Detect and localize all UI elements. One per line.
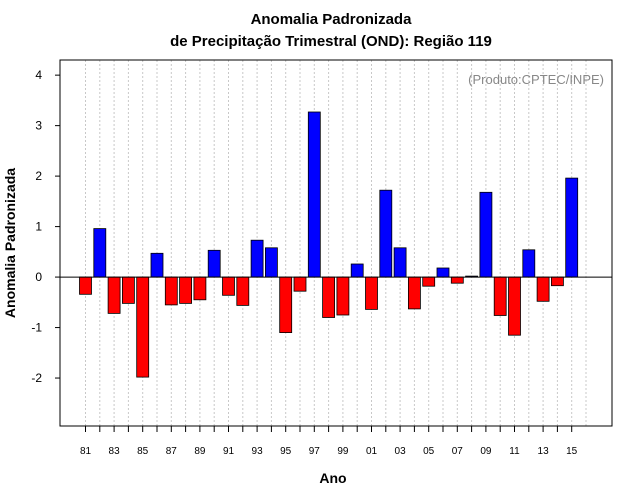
bar-1990 xyxy=(207,249,221,278)
x-tick-label: 85 xyxy=(137,446,149,457)
x-axis: 81 83 85 87 89 91 93 95 97 99 01 03 05 07 09 11 13 15 xyxy=(80,426,578,457)
bar-1983 xyxy=(107,276,121,314)
x-tick-label: 81 xyxy=(80,446,92,457)
bar-2011 xyxy=(508,276,521,336)
x-tick-label: 99 xyxy=(337,446,349,457)
bar-2000 xyxy=(350,263,364,278)
bar-1987 xyxy=(164,276,178,306)
bar-1986 xyxy=(150,252,164,278)
bar-2001 xyxy=(365,276,378,310)
x-tick-label: 97 xyxy=(309,446,321,457)
bar-1991 xyxy=(222,276,235,296)
bar-2013 xyxy=(536,276,550,302)
bar-2003 xyxy=(393,247,407,278)
chart-subtitle: de Precipitação Trimestral (OND): Região… xyxy=(170,33,492,50)
x-tick-label: 01 xyxy=(366,446,378,457)
y-tick-label: -1 xyxy=(31,321,42,335)
bar-2012 xyxy=(522,249,536,278)
plot-frame xyxy=(59,59,613,427)
x-tick-label: 89 xyxy=(194,446,206,457)
chart-title: Anomalia Padronizada xyxy=(251,11,413,28)
bar-1985 xyxy=(136,276,150,378)
y-tick-label: 4 xyxy=(35,68,42,82)
x-tick-label: 83 xyxy=(109,446,121,457)
x-tick-label: 09 xyxy=(480,446,492,457)
bar-2002 xyxy=(379,189,393,278)
x-tick-label: 03 xyxy=(395,446,407,457)
bar-1996 xyxy=(293,276,307,292)
bar-2007 xyxy=(450,276,464,284)
x-tick-label: 93 xyxy=(252,446,264,457)
bar-2014 xyxy=(551,276,564,287)
bar-1994 xyxy=(264,247,278,278)
bar-1989 xyxy=(193,276,207,301)
vertical-grid-lines xyxy=(85,60,587,426)
x-tick-label: 95 xyxy=(280,446,292,457)
bar-1997 xyxy=(307,111,321,278)
x-tick-label: 15 xyxy=(566,446,578,457)
bar-1992 xyxy=(236,276,250,306)
bar-2006 xyxy=(436,267,450,278)
bar-1984 xyxy=(122,276,135,304)
bar-1995 xyxy=(279,276,293,334)
y-tick-label: -2 xyxy=(31,371,42,385)
x-tick-label: 07 xyxy=(452,446,464,457)
bar-2004 xyxy=(407,276,421,310)
bar-1981 xyxy=(79,276,92,295)
y-tick-label: 0 xyxy=(35,270,42,284)
x-axis-label: Ano xyxy=(319,470,346,486)
bar-1993 xyxy=(250,239,264,278)
bar-2009 xyxy=(479,191,493,278)
bar-1982 xyxy=(93,228,107,278)
y-tick-label: 1 xyxy=(35,220,42,234)
x-tick-label: 11 xyxy=(509,446,520,457)
x-tick-label: 05 xyxy=(423,446,435,457)
y-tick-label: 3 xyxy=(35,119,42,133)
x-tick-label: 13 xyxy=(538,446,550,457)
bar-1999 xyxy=(336,276,350,316)
bar-1998 xyxy=(322,276,336,318)
x-tick-label: 91 xyxy=(223,446,235,457)
bar-2015 xyxy=(565,177,579,278)
y-axis-label: Anomalia Padronizada xyxy=(2,168,18,318)
product-credit: (Produto:CPTEC/INPE) xyxy=(468,72,604,87)
y-tick-label: 2 xyxy=(35,169,42,183)
x-tick-label: 87 xyxy=(166,446,178,457)
bars-series xyxy=(79,111,579,378)
bar-1988 xyxy=(179,276,193,304)
y-axis: -2 -1 0 1 2 3 4 xyxy=(31,68,60,385)
bar-2010 xyxy=(493,276,507,316)
bar-2005 xyxy=(422,276,436,287)
